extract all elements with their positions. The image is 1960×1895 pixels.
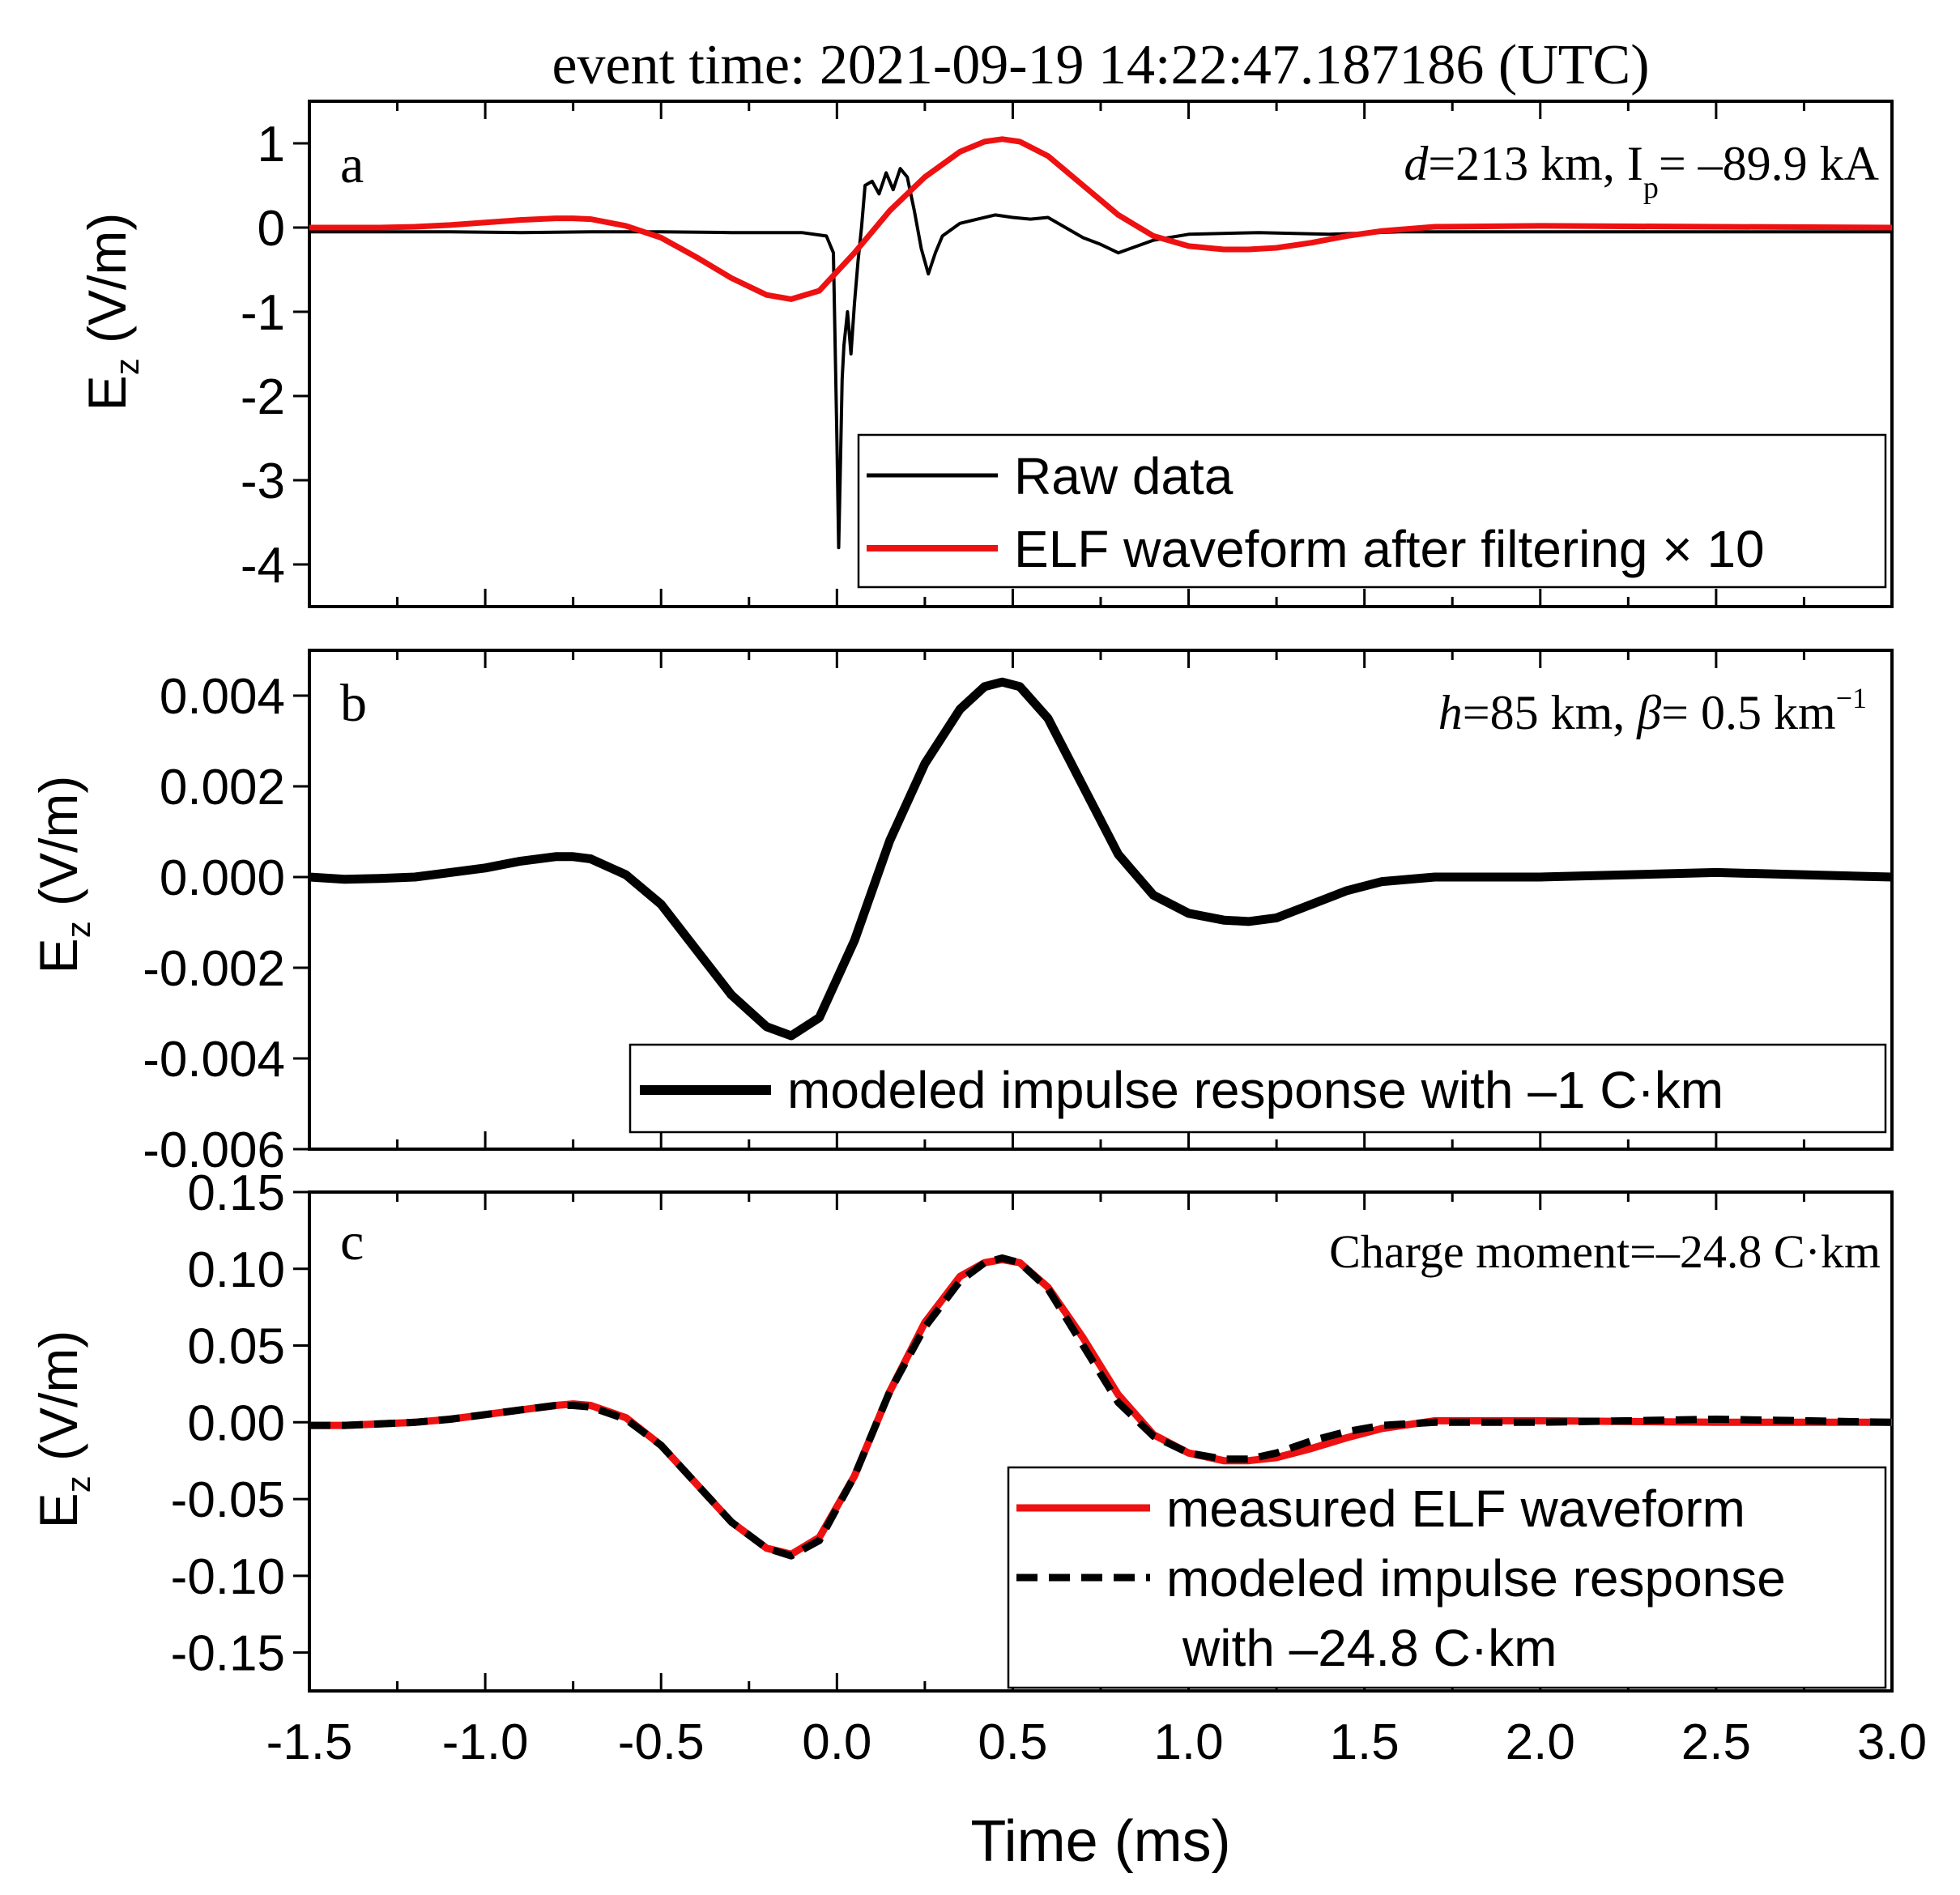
y-tick-label: -1	[241, 285, 285, 341]
panel-a-legend: Raw data ELF waveform after filtering × …	[857, 433, 1887, 589]
y-tick-label: -0.15	[171, 1626, 285, 1682]
panel-a: 1 0 -1 -2 -3 -4 a d=213 km, Ip= –89.9 kA Ez (…	[77, 100, 1894, 608]
figure-title: event time: 2021-09-19 14:22:47.187186 (…	[552, 34, 1649, 96]
y-tick-label: 0.05	[187, 1319, 285, 1375]
x-tick-label: -0.5	[618, 1714, 705, 1770]
x-axis-label: Time (ms)	[970, 1809, 1230, 1874]
legend-raw-data-label: Raw data	[1014, 447, 1234, 505]
y-tick-label: -0.004	[143, 1032, 285, 1088]
x-tick-label: 2.5	[1681, 1714, 1751, 1770]
y-tick-label: -0.10	[171, 1549, 285, 1605]
y-tick-label: -0.002	[143, 941, 285, 997]
y-tick-label: -2	[241, 369, 285, 425]
y-tick-label: 0.00	[187, 1395, 285, 1451]
panel-b-letter: b	[340, 674, 367, 733]
panel-c: 0.15 0.10 0.05 0.00 -0.05 -0.10 -0.15 c Charge…	[28, 1165, 1927, 1770]
panel-b-legend-box	[628, 1043, 1887, 1134]
panel-c-legend-box	[1007, 1466, 1887, 1689]
x-tick-label: -1.5	[266, 1714, 353, 1770]
x-tick-label: 1.0	[1153, 1714, 1223, 1770]
panel-b: 0.004 0.002 0.000 -0.002 -0.004 -0.006 b h=85…	[28, 649, 1894, 1178]
y-tick-label: -0.006	[143, 1122, 285, 1178]
legend-modeled-impulse-label: modeled impulse response with –1 C·km	[787, 1061, 1724, 1119]
panel-a-y-axis-label: Ez (V/m)	[77, 213, 146, 411]
y-tick-label: 0	[258, 201, 285, 257]
panel-c-legend: measured ELF waveform modeled impulse re…	[1007, 1466, 1887, 1689]
y-tick-label: 0.002	[160, 760, 285, 815]
legend-elf-label: ELF waveform after filtering × 10	[1014, 520, 1765, 578]
legend-modeled-response-label-line2: with –24.8 C·km	[1182, 1619, 1557, 1677]
x-tick-label: 2.0	[1506, 1714, 1575, 1770]
panel-b-annotation: h=85 km, β= 0.5 km−1	[1438, 682, 1867, 739]
x-tick-label: 0.5	[978, 1714, 1047, 1770]
x-tick-label: 0.0	[802, 1714, 871, 1770]
y-tick-label: -0.05	[171, 1472, 285, 1528]
y-tick-label: 1	[258, 117, 285, 172]
y-tick-label: 0.000	[160, 850, 285, 906]
elf-filtered-line	[309, 136, 1892, 302]
x-tick-label: 1.5	[1330, 1714, 1400, 1770]
modeled-impulse-line	[309, 677, 1892, 1041]
panel-c-annotation: Charge moment=–24.8 C·km	[1329, 1225, 1881, 1278]
panel-c-y-tick-labels: 0.15 0.10 0.05 0.00 -0.05 -0.10 -0.15	[171, 1165, 285, 1682]
panel-b-ticks	[293, 650, 1894, 1151]
x-tick-label: 3.0	[1857, 1714, 1927, 1770]
panel-b-y-tick-labels: 0.004 0.002 0.000 -0.002 -0.004 -0.006	[143, 669, 285, 1178]
panel-b-legend: modeled impulse response with –1 C·km	[628, 1043, 1887, 1134]
panel-b-y-axis-label: Ez (V/m)	[28, 776, 97, 974]
x-tick-label: -1.0	[442, 1714, 529, 1770]
panel-c-letter: c	[340, 1212, 364, 1271]
y-tick-label: 0.004	[160, 669, 285, 725]
panel-a-legend-box	[857, 433, 1887, 589]
panel-a-ticks	[293, 101, 1894, 607]
x-tick-labels: -1.5 -1.0 -0.5 0.0 0.5 1.0 1.5 2.0 2.5 3.0	[266, 1714, 1928, 1770]
panel-a-y-tick-labels: 1 0 -1 -2 -3 -4	[241, 117, 285, 594]
panel-a-annotation: d=213 km, Ip= –89.9 kA	[1404, 137, 1879, 205]
legend-measured-elf-label: measured ELF waveform	[1166, 1480, 1745, 1538]
panel-a-letter: a	[340, 135, 364, 194]
legend-modeled-response-label: modeled impulse response	[1166, 1549, 1786, 1608]
panel-c-y-axis-label: Ez (V/m)	[28, 1331, 97, 1529]
y-tick-label: 0.10	[187, 1242, 285, 1298]
y-tick-label: -4	[241, 538, 285, 594]
y-tick-label: -3	[241, 454, 285, 509]
modeled-response-dashed-line	[309, 1254, 1892, 1560]
y-tick-label: 0.15	[187, 1165, 285, 1221]
